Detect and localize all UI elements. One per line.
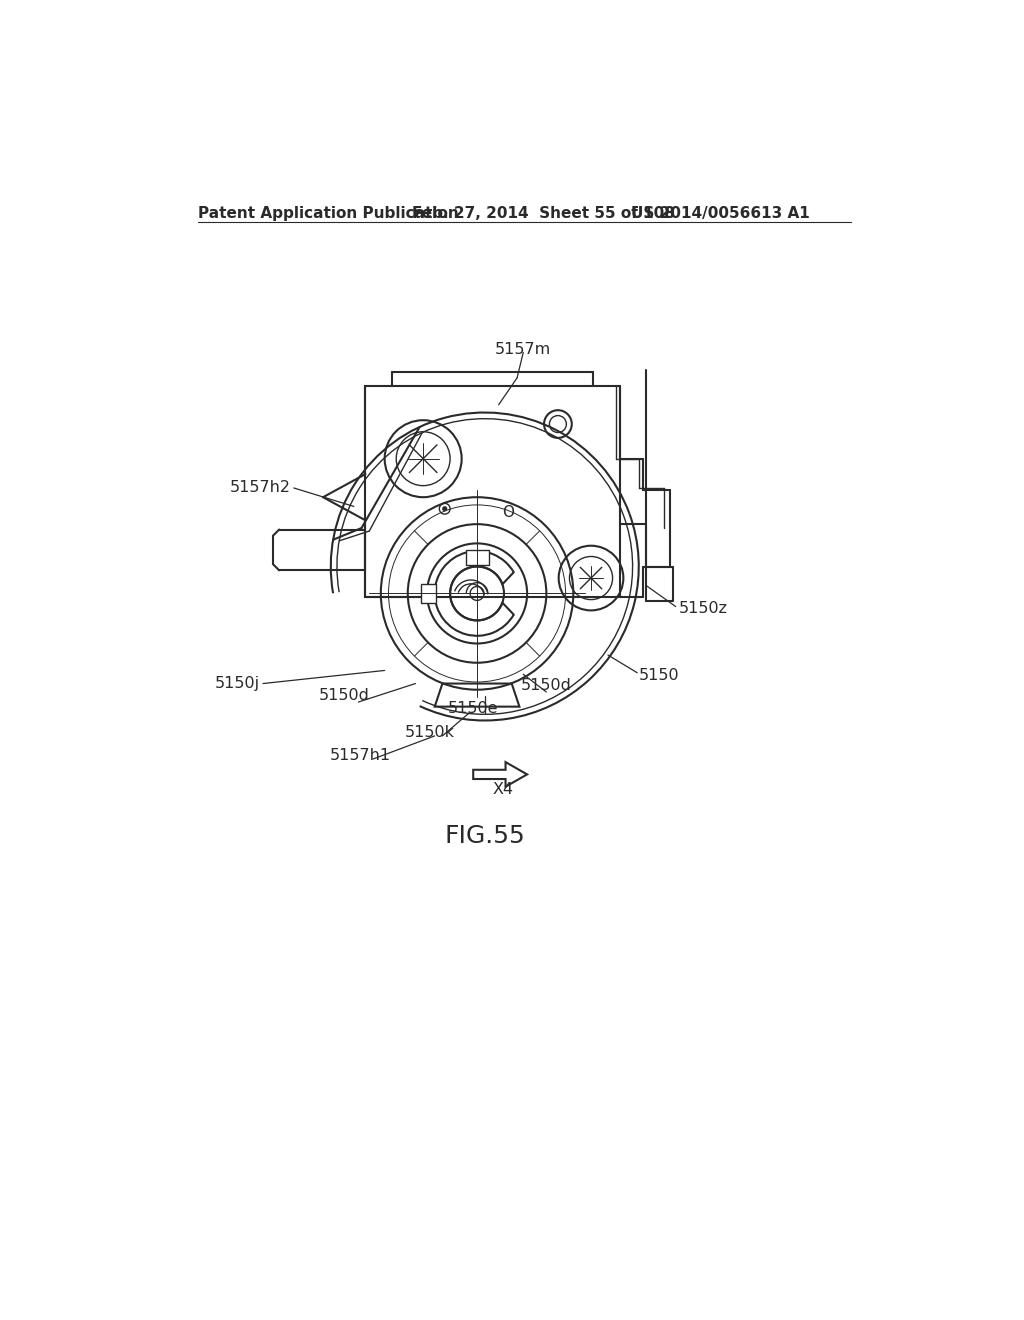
Text: FIG.55: FIG.55 [444,824,525,847]
Text: Feb. 27, 2014  Sheet 55 of 108: Feb. 27, 2014 Sheet 55 of 108 [412,206,675,222]
Polygon shape [466,549,488,565]
Text: 5150j: 5150j [215,676,260,692]
Text: US 2014/0056613 A1: US 2014/0056613 A1 [631,206,810,222]
Text: O: O [502,506,514,520]
Text: 5150: 5150 [639,668,679,684]
Text: 5150d: 5150d [319,688,370,704]
Text: 5150z: 5150z [679,602,728,616]
Text: 5157h1: 5157h1 [330,747,390,763]
Polygon shape [421,585,436,603]
Text: 5150e: 5150e [447,701,499,717]
Circle shape [443,507,446,511]
Text: Patent Application Publication: Patent Application Publication [199,206,459,222]
Text: 5157m: 5157m [496,342,551,356]
Text: X4: X4 [493,783,514,797]
Polygon shape [473,762,527,787]
Text: 5157h2: 5157h2 [229,480,291,495]
Text: 5150k: 5150k [404,725,455,739]
Text: 5150d: 5150d [521,678,571,693]
